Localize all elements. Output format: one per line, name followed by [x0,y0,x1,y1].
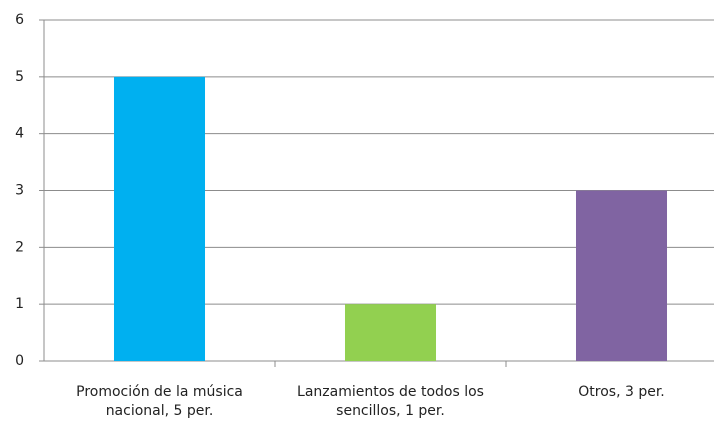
y-tick-label: 6 [15,12,24,28]
y-tick-label: 3 [15,183,24,199]
x-tick-label: Lanzamientos de todos los sencillos, 1 p… [297,384,484,419]
x-tick-label: Otros, 3 per. [578,384,665,400]
bar [344,304,437,361]
y-tick-label: 1 [15,296,24,312]
y-tick-label: 4 [15,126,24,142]
y-tick-label: 2 [15,239,24,255]
bar [575,190,668,361]
y-tick-label: 5 [15,69,24,85]
bar [113,76,206,361]
y-tick-label: 0 [15,353,24,369]
x-tick-label: Promoción de la música nacional, 5 per. [76,384,243,419]
